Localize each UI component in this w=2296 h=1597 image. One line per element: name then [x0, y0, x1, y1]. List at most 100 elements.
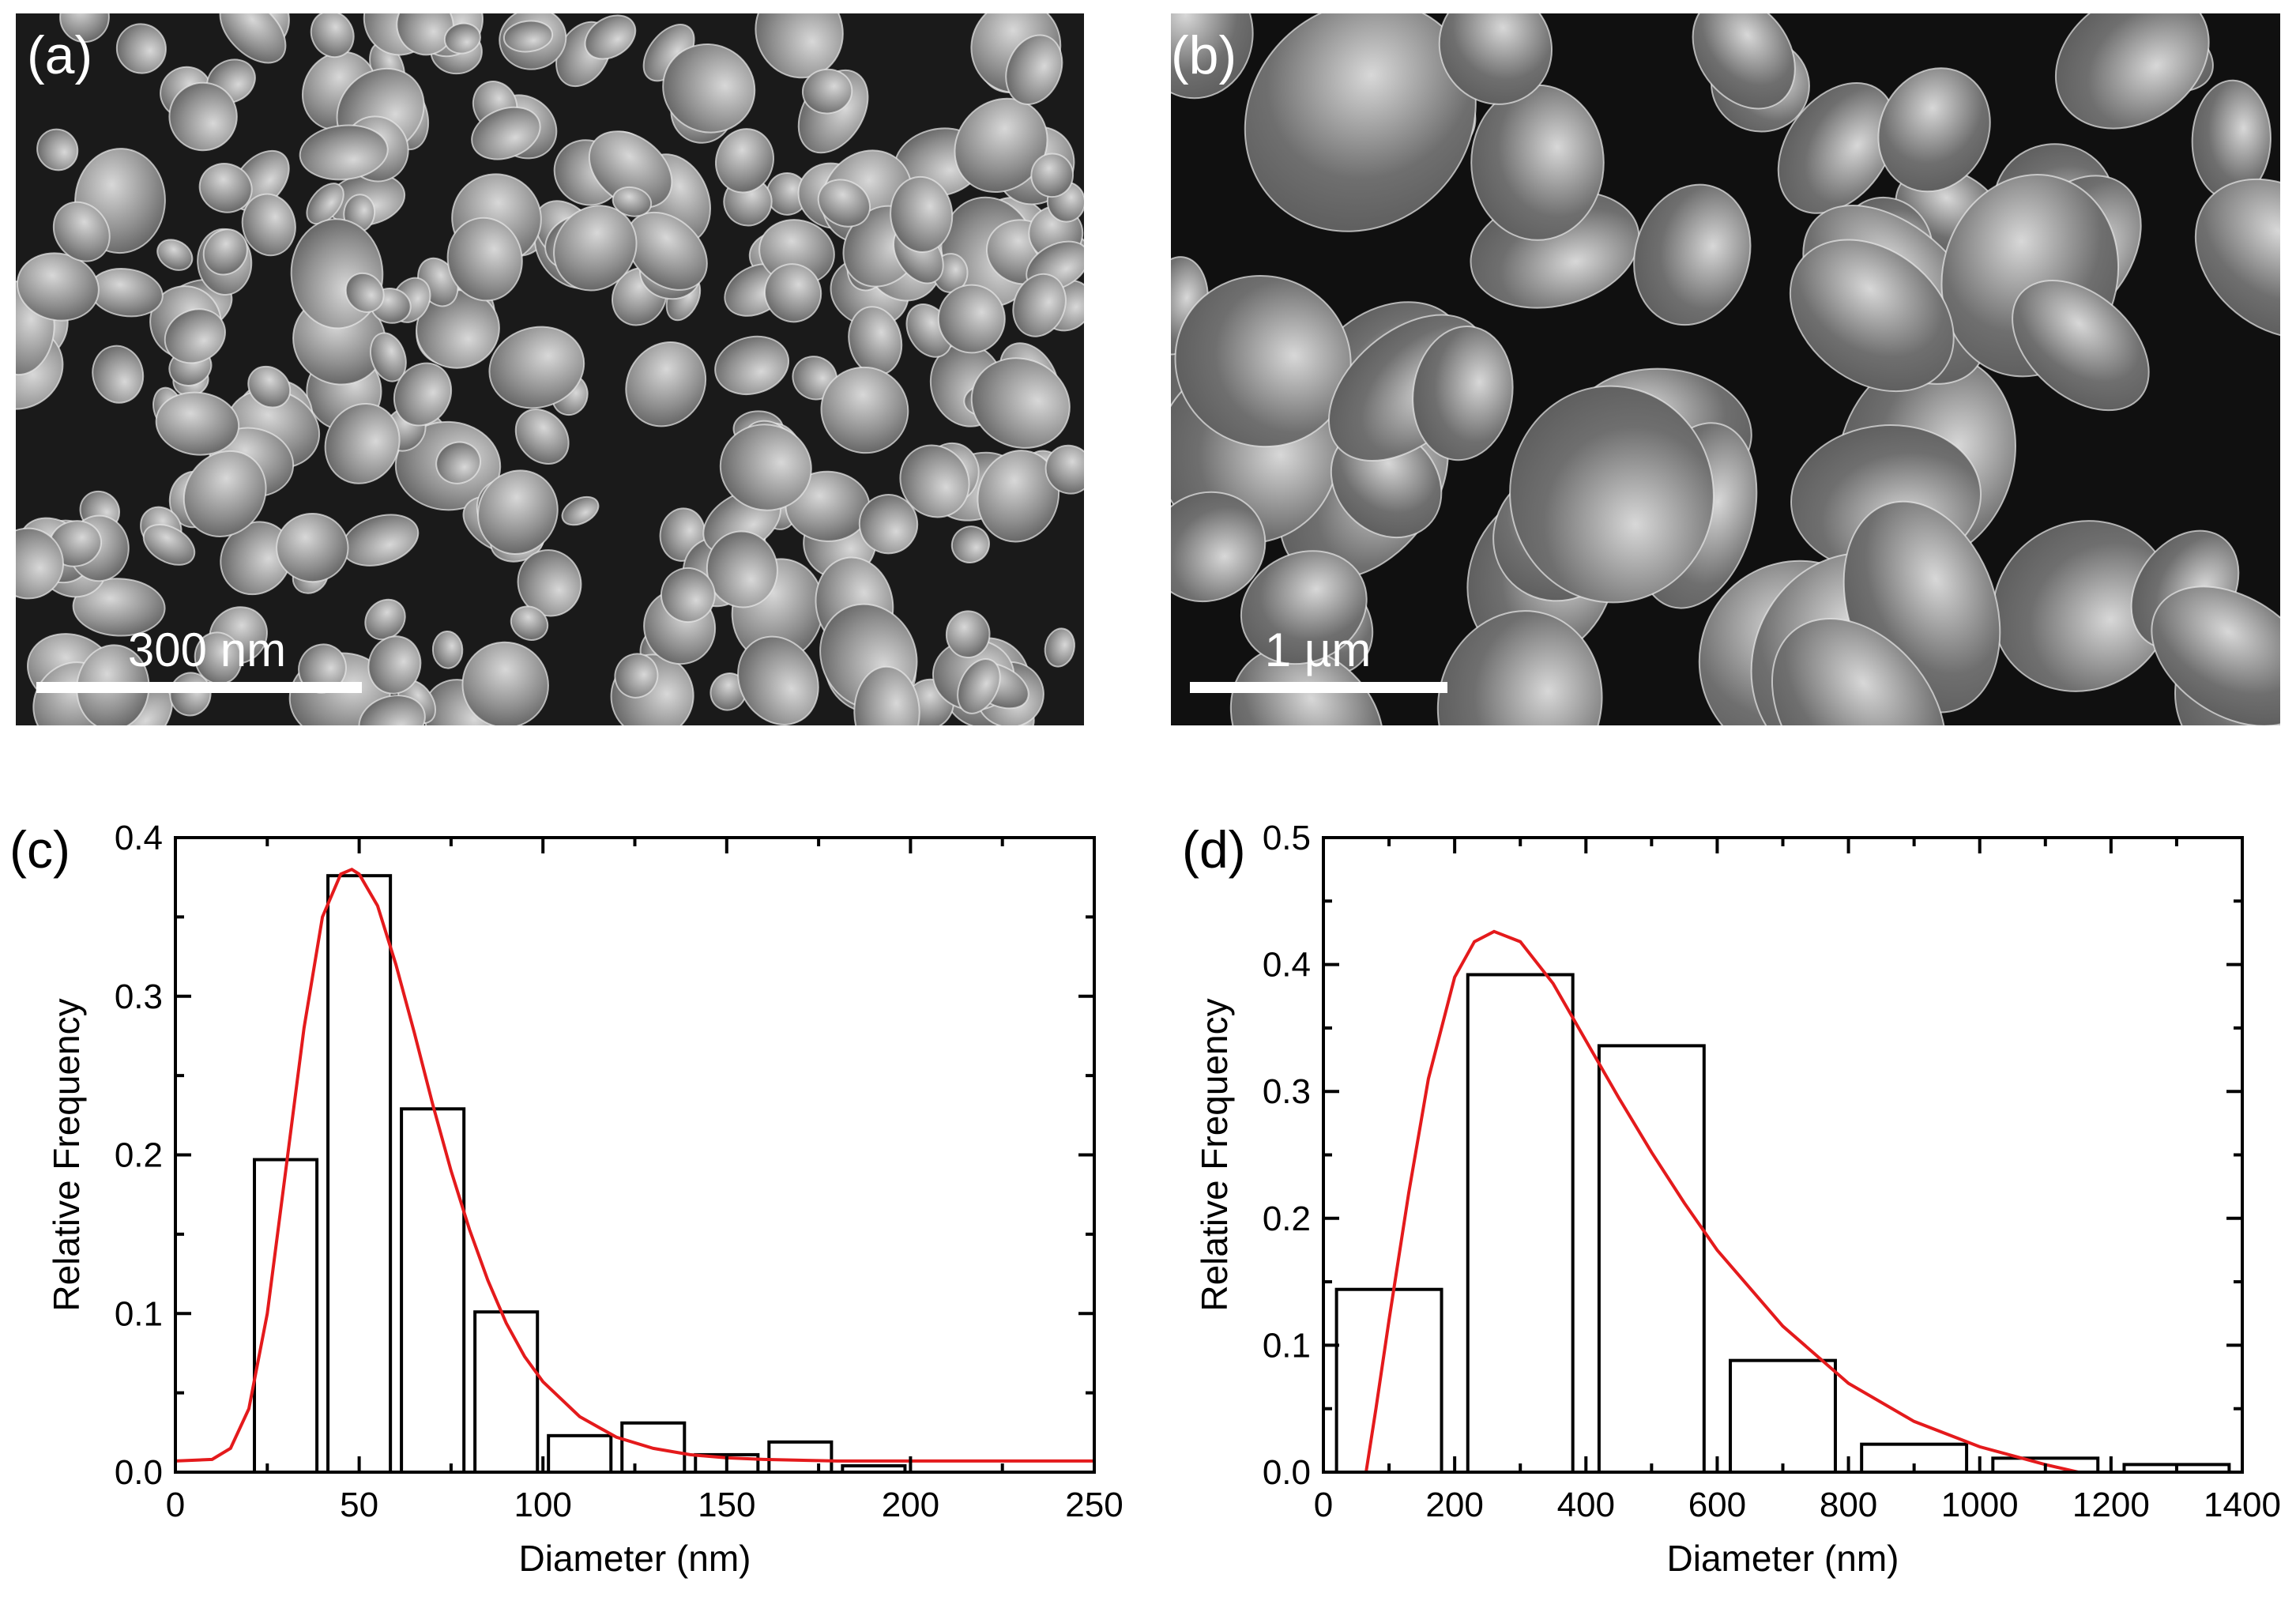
sem-grain — [801, 68, 853, 115]
y-axis-label: Relative Frequency — [1194, 998, 1235, 1311]
sem-grain — [202, 228, 248, 276]
sem-grain — [625, 341, 707, 427]
sem-grain — [1030, 153, 1075, 198]
sem-grain — [488, 326, 585, 409]
sem-grain — [715, 128, 774, 194]
sem-grain — [1633, 183, 1752, 326]
panel-label-d: (d) — [1182, 820, 1246, 879]
sem-grain — [820, 366, 909, 454]
x-tick-label: 100 — [514, 1486, 571, 1524]
sem-grain — [471, 106, 541, 160]
x-tick-label: 0 — [1314, 1486, 1333, 1524]
histogram-chart-d: (d) 0 200 400 600 800 1000 1200 1400 0.0 0.1 0.2 0.… — [1182, 819, 2281, 1579]
sem-grain — [393, 362, 453, 427]
histogram-bar — [767, 1440, 834, 1474]
y-tick-label: 0.0 — [115, 1453, 163, 1492]
y-tick-label: 0.1 — [1263, 1326, 1311, 1365]
sem-grain — [364, 598, 406, 641]
x-tick-label: 1200 — [2072, 1486, 2150, 1524]
sem-image-b: (b) 1 µm — [1171, 13, 2280, 725]
sem-grain — [370, 332, 407, 382]
sem-grain — [324, 402, 401, 484]
scale-bar-label-a: 300 nm — [128, 623, 286, 676]
sem-grain — [435, 441, 481, 484]
sem-grain — [584, 14, 637, 60]
sem-grain — [115, 23, 167, 74]
sem-grain — [344, 272, 385, 313]
sem-grain — [1171, 13, 1254, 100]
sem-grain — [59, 13, 110, 43]
histogram-bar — [400, 1107, 466, 1474]
sem-grain — [461, 641, 549, 725]
sem-grain — [36, 128, 79, 171]
sem-grain — [276, 512, 349, 583]
x-tick-label: 50 — [340, 1486, 378, 1524]
sem-grain — [367, 635, 422, 695]
sem-grain — [198, 163, 253, 213]
histogram-chart-c: (c) 0 50 100 150 200 250 0.0 0.1 0.2 0.3 0.4 Diamet… — [9, 819, 1124, 1579]
sem-image-a: (a) 300 nm — [16, 13, 1084, 725]
sem-grain — [168, 81, 238, 152]
histogram-bar — [1729, 1358, 1837, 1474]
sem-grain — [706, 530, 778, 608]
x-tick-label: 400 — [1557, 1486, 1615, 1524]
sem-grain — [858, 494, 919, 555]
sem-grain — [2054, 13, 2210, 130]
sem-grain — [142, 524, 196, 566]
sem-grain — [477, 469, 559, 555]
sem-grain — [510, 605, 549, 641]
sem-grain — [396, 13, 454, 56]
sem-grain — [1509, 385, 1714, 604]
fit-curve — [1364, 929, 2079, 1474]
sem-grain — [310, 13, 355, 58]
sem-grain — [957, 658, 1001, 714]
sem-grain — [2012, 280, 2150, 412]
panel-label-a: (a) — [27, 25, 92, 85]
x-tick-label: 250 — [1065, 1486, 1123, 1524]
sem-grain — [737, 635, 819, 725]
sem-grain — [660, 567, 716, 623]
sem-grain — [950, 525, 990, 563]
sem-grain — [977, 450, 1060, 543]
sem-grain — [588, 130, 673, 209]
histogram-bar — [473, 1310, 540, 1474]
x-tick-label: 0 — [166, 1486, 185, 1524]
sem-grain — [1171, 491, 1267, 603]
sem-grain — [1771, 618, 1947, 725]
x-tick-label: 150 — [698, 1486, 755, 1524]
x-axis-label: Diameter (nm) — [519, 1538, 751, 1579]
histogram-bar — [253, 1158, 319, 1474]
fit-curve — [175, 867, 1094, 1463]
y-tick-label: 0.3 — [115, 977, 163, 1016]
sem-grain — [156, 239, 194, 271]
histogram-bar — [1466, 973, 1575, 1474]
sem-grain — [72, 578, 166, 637]
plot-frame — [1322, 836, 2244, 1474]
sem-grain — [1692, 13, 1796, 110]
sem-grain — [612, 186, 653, 217]
x-tick-label: 600 — [1688, 1486, 1746, 1524]
sem-grain — [937, 284, 1006, 354]
x-tick-label: 200 — [882, 1486, 939, 1524]
sem-grain — [16, 252, 100, 322]
x-tick-label: 1000 — [1941, 1486, 2019, 1524]
sem-grain — [970, 357, 1071, 449]
sem-grain — [1877, 67, 1991, 193]
sem-grain — [561, 495, 600, 526]
sem-grain — [220, 521, 292, 596]
histogram-bar — [326, 874, 393, 1475]
sem-grain — [890, 175, 954, 253]
sem-overlay-a: (a) 300 nm — [27, 25, 362, 693]
sem-grain — [1044, 627, 1075, 668]
sem-grain — [502, 20, 554, 53]
x-tick-label: 1400 — [2204, 1486, 2281, 1524]
sem-grain — [853, 665, 920, 725]
sem-grain — [241, 193, 296, 257]
sem-grain — [1412, 325, 1514, 461]
sem-grain — [358, 695, 426, 725]
scale-bar-b — [1190, 682, 1447, 693]
sem-grain — [446, 217, 523, 302]
x-axis-label: Diameter (nm) — [1667, 1538, 1899, 1579]
sem-grain — [299, 124, 389, 181]
y-tick-label: 0.4 — [115, 819, 163, 857]
